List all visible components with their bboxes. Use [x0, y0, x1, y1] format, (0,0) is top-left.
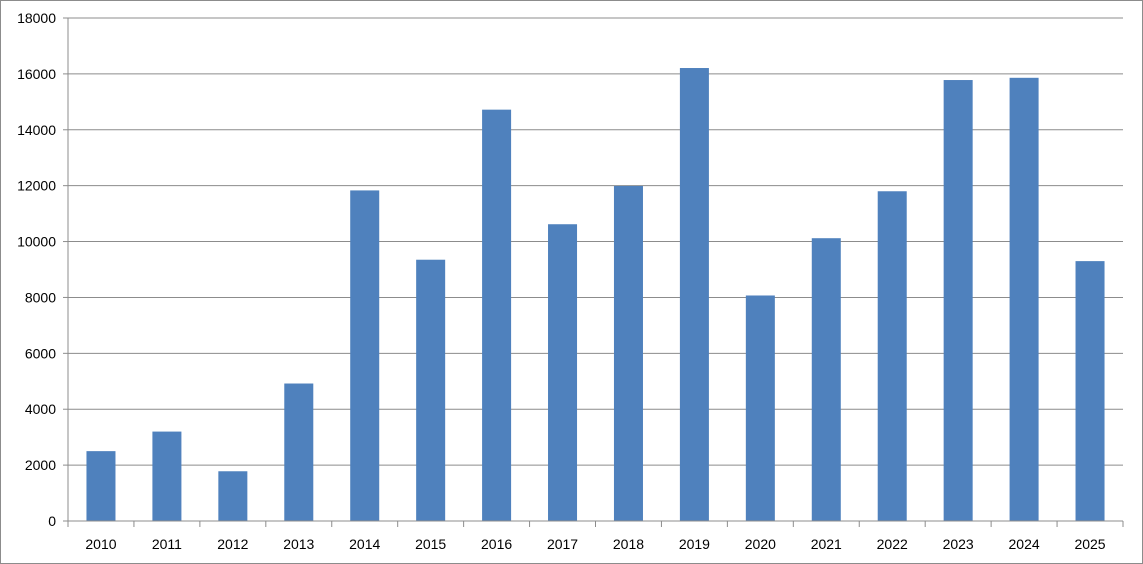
y-tick-label: 2000 [25, 457, 56, 473]
x-tick-label-2013: 2013 [283, 536, 314, 552]
x-tick-label-2025: 2025 [1074, 536, 1105, 552]
x-tick-label-2020: 2020 [745, 536, 776, 552]
y-tick-label: 6000 [25, 345, 56, 361]
bar-2017 [548, 224, 578, 522]
y-tick-label: 12000 [17, 178, 56, 194]
x-tick-label-2016: 2016 [481, 536, 512, 552]
y-tick-label: 10000 [17, 234, 56, 250]
bar-2012 [218, 471, 248, 521]
bar-2018 [613, 185, 643, 521]
x-tick-label-2011: 2011 [152, 536, 182, 552]
x-tick-label-2023: 2023 [943, 536, 974, 552]
x-tick-label-2022: 2022 [877, 536, 908, 552]
bar-2011 [152, 431, 182, 521]
bar-2014 [350, 190, 380, 521]
x-tick-label-2010: 2010 [85, 536, 116, 552]
x-tick-label-2015: 2015 [415, 536, 446, 552]
bar-2010 [86, 451, 116, 521]
x-tick-label-2017: 2017 [547, 536, 578, 552]
y-tick-label: 8000 [25, 289, 56, 305]
bar-2022 [877, 191, 907, 521]
grid-layer [68, 17, 1123, 466]
x-tick-label-2021: 2021 [811, 536, 842, 552]
x-tick-label-2018: 2018 [613, 536, 644, 552]
bar-layer [86, 68, 1105, 522]
y-tick-label: 18000 [17, 10, 56, 26]
bar-2016 [482, 109, 512, 521]
x-tick-label-2014: 2014 [349, 536, 380, 552]
label-layer: 0 2000 4000 6000 8000 10000 12000 14000 16000 180… [17, 10, 1106, 552]
y-tick-label: 14000 [17, 122, 56, 138]
bar-2024 [1009, 77, 1039, 521]
bar-2020 [745, 295, 775, 521]
bar-2019 [679, 68, 709, 521]
y-tick-label: 16000 [17, 66, 56, 82]
axis-layer [63, 17, 1124, 527]
bar-2015 [416, 259, 446, 521]
bar-2023 [943, 80, 973, 521]
y-tick-label: 4000 [25, 401, 56, 417]
x-tick-label-2012: 2012 [217, 536, 248, 552]
x-tick-label-2024: 2024 [1009, 536, 1040, 552]
y-tick-label: 0 [48, 513, 56, 529]
bar-2025 [1075, 261, 1105, 521]
bar-2013 [284, 383, 314, 521]
bar-2021 [811, 238, 841, 522]
x-tick-label-2019: 2019 [679, 536, 710, 552]
